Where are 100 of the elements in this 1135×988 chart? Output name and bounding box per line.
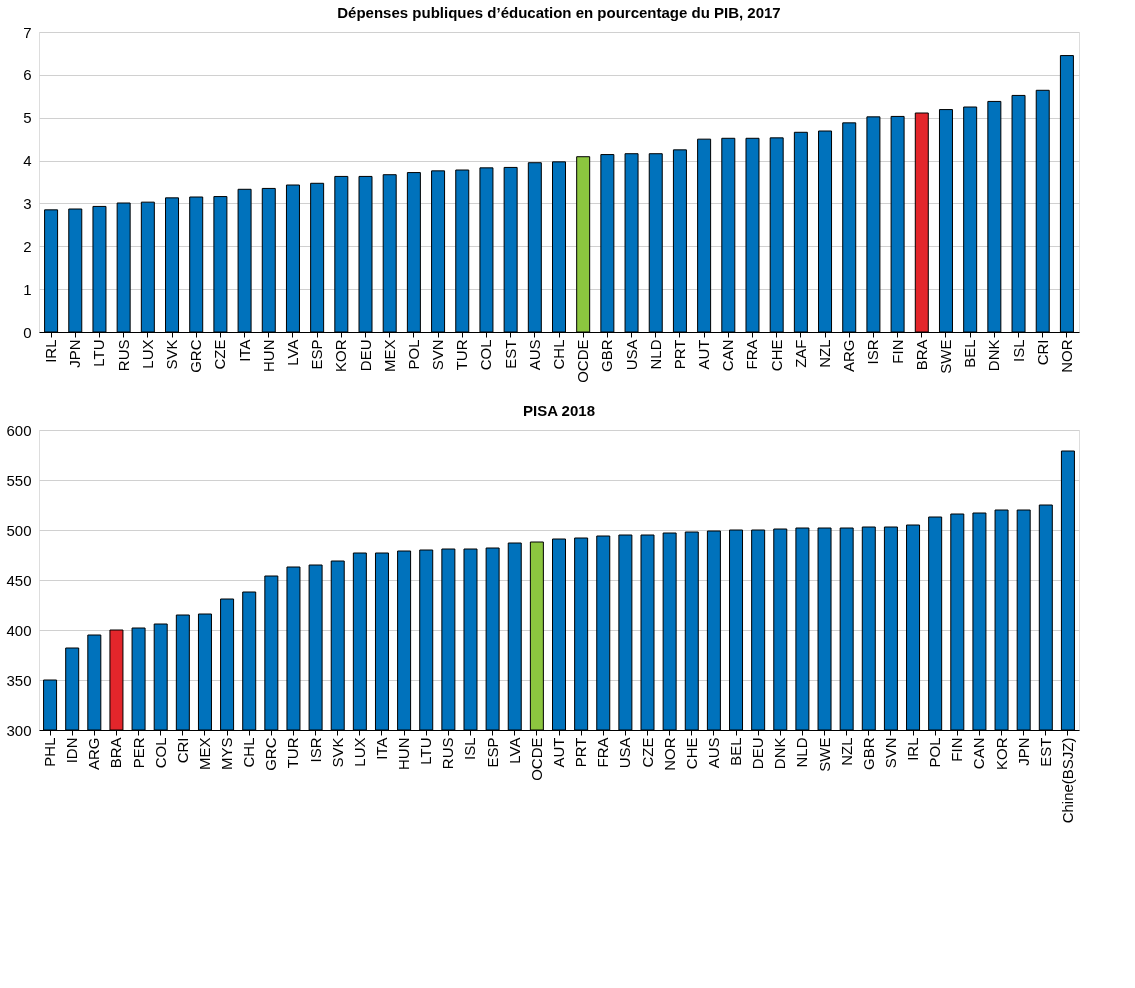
x-tick-label: BRA bbox=[107, 737, 125, 769]
x-tick-label: HUN bbox=[395, 737, 413, 770]
x-tick-label: LTU bbox=[90, 339, 108, 367]
x-tick-label: LVA bbox=[283, 339, 301, 366]
x-tick-label: FIN bbox=[948, 737, 966, 762]
x-tick-label: CZE bbox=[211, 339, 229, 370]
x-tick-label: COL bbox=[151, 737, 169, 769]
x-tick-label: EST bbox=[501, 339, 519, 369]
x-tick-label: Chine(BSJZ) bbox=[1058, 737, 1076, 824]
x-tick-label: CHE bbox=[767, 339, 785, 372]
x-tick-label: BRA bbox=[912, 339, 930, 371]
x-tick-label: ARG bbox=[85, 737, 103, 771]
x-tick-label: CHL bbox=[240, 737, 258, 768]
x-tick-label: SWE bbox=[815, 737, 833, 772]
x-tick-label: IDN bbox=[63, 737, 81, 764]
y-tick-label: 0 bbox=[23, 323, 32, 341]
x-tick-label: USA bbox=[622, 339, 640, 371]
x-tick-label: HUN bbox=[259, 339, 277, 372]
chart-title: Dépenses publiques d’éducation en pourcentage du PIB, 2017 bbox=[337, 4, 781, 21]
x-tick-label: NLD bbox=[646, 339, 664, 370]
y-tick-label: 1 bbox=[23, 280, 32, 298]
x-tick-label: POL bbox=[926, 737, 944, 768]
x-tick-label: EST bbox=[1036, 737, 1054, 767]
x-tick-label: LUX bbox=[350, 737, 368, 767]
x-tick-label: TUR bbox=[453, 339, 471, 371]
x-tick-label: NLD bbox=[793, 737, 811, 768]
x-tick-label: DEU bbox=[749, 737, 767, 770]
x-tick-label: BEL bbox=[961, 339, 979, 368]
x-tick-label: CAN bbox=[970, 737, 988, 770]
x-tick-label: NOR bbox=[660, 737, 678, 771]
x-tick-label: PER bbox=[129, 737, 147, 769]
x-tick-label: NOR bbox=[1057, 339, 1075, 373]
y-tick-label: 350 bbox=[6, 671, 32, 689]
x-tick-label: ARG bbox=[840, 339, 858, 373]
x-tick-label: NZL bbox=[816, 339, 834, 368]
x-tick-label: DEU bbox=[356, 339, 374, 372]
x-tick-label: ISL bbox=[461, 737, 479, 761]
x-tick-label: KOR bbox=[332, 339, 350, 373]
y-tick-label: 600 bbox=[6, 421, 32, 439]
x-tick-label: FIN bbox=[888, 339, 906, 364]
x-tick-label: CRI bbox=[1033, 339, 1051, 366]
y-tick-label: 6 bbox=[23, 66, 32, 84]
x-tick-label: RUS bbox=[439, 737, 457, 770]
y-tick-label: 7 bbox=[23, 23, 32, 41]
x-tick-label: SVN bbox=[881, 737, 899, 769]
x-tick-label: POL bbox=[404, 339, 422, 370]
y-tick-label: 300 bbox=[6, 721, 32, 739]
x-tick-label: GBR bbox=[859, 737, 877, 771]
x-tick-label: MYS bbox=[218, 737, 236, 771]
x-tick-label: SWE bbox=[936, 339, 954, 374]
x-tick-label: KOR bbox=[992, 737, 1010, 771]
y-tick-label: 550 bbox=[6, 471, 32, 489]
y-tick-label: 500 bbox=[6, 521, 32, 539]
x-tick-label: DNK bbox=[771, 737, 789, 770]
x-tick-label: SVK bbox=[328, 737, 346, 768]
x-tick-label: PRT bbox=[670, 339, 688, 370]
x-tick-label: LTU bbox=[417, 737, 435, 765]
x-tick-label: ZAF bbox=[791, 339, 809, 368]
x-tick-label: MEX bbox=[380, 339, 398, 373]
x-tick-label: JPN bbox=[1014, 737, 1032, 766]
x-tick-label: IRL bbox=[42, 339, 60, 363]
x-tick-label: RUS bbox=[114, 339, 132, 372]
x-tick-label: CZE bbox=[638, 737, 656, 768]
x-tick-label: FRA bbox=[594, 737, 612, 768]
x-tick-label: SVK bbox=[163, 339, 181, 370]
y-tick-label: 5 bbox=[23, 109, 32, 127]
x-tick-label: AUS bbox=[704, 737, 722, 769]
x-tick-label: MEX bbox=[195, 737, 213, 771]
x-tick-label: LVA bbox=[505, 737, 523, 764]
x-tick-label: ITA bbox=[235, 339, 253, 362]
chart-title: PISA 2018 bbox=[523, 402, 595, 419]
x-tick-label: PRT bbox=[572, 737, 590, 768]
y-tick-label: 3 bbox=[23, 194, 32, 212]
x-tick-label: GRC bbox=[262, 737, 280, 771]
x-tick-label: PHL bbox=[41, 737, 59, 767]
x-tick-label: CHL bbox=[550, 339, 567, 370]
x-tick-label: FRA bbox=[743, 339, 761, 370]
x-tick-label: AUS bbox=[525, 339, 543, 371]
x-tick-label: ISR bbox=[306, 737, 324, 763]
x-tick-label: NZL bbox=[837, 737, 855, 766]
y-tick-label: 450 bbox=[6, 571, 32, 589]
y-tick-label: 400 bbox=[6, 621, 32, 639]
x-tick-label: GRC bbox=[187, 339, 205, 373]
x-tick-label: JPN bbox=[66, 339, 84, 368]
x-tick-label: GBR bbox=[598, 339, 616, 373]
x-tick-label: AUT bbox=[550, 737, 567, 768]
x-tick-label: USA bbox=[616, 737, 634, 769]
x-tick-label: COL bbox=[477, 339, 495, 371]
x-tick-label: TUR bbox=[284, 737, 302, 769]
x-tick-label: OCDE bbox=[574, 339, 592, 383]
x-tick-label: CRI bbox=[173, 737, 191, 764]
x-tick-label: ISR bbox=[864, 339, 882, 365]
x-tick-label: DNK bbox=[985, 339, 1003, 372]
x-tick-label: BEL bbox=[727, 737, 745, 766]
x-tick-label: ISL bbox=[1009, 339, 1027, 363]
y-tick-label: 2 bbox=[23, 237, 32, 255]
x-tick-label: OCDE bbox=[527, 737, 545, 781]
x-tick-label: ITA bbox=[372, 737, 390, 760]
y-tick-label: 4 bbox=[23, 152, 32, 170]
x-tick-label: IRL bbox=[904, 737, 922, 761]
